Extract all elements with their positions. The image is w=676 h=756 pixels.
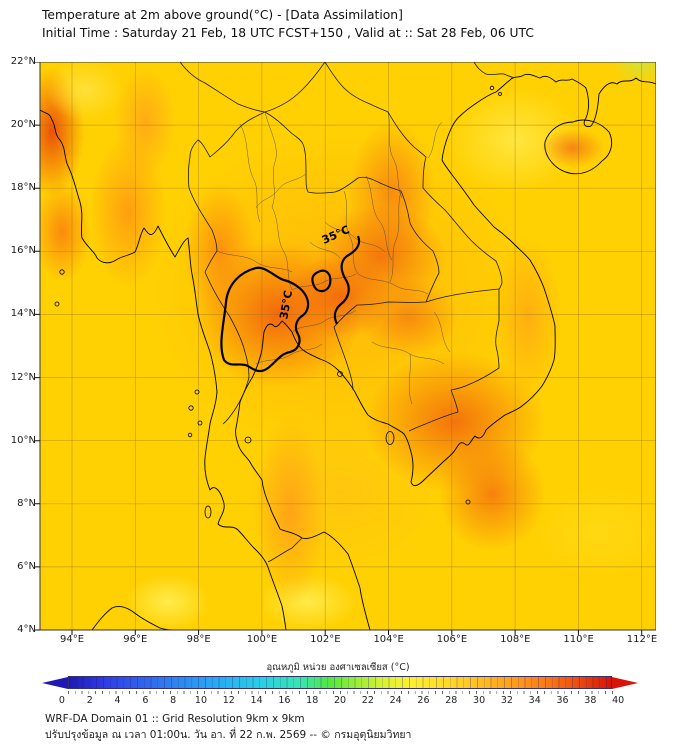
lat-tick-label: 10°N (10, 434, 36, 446)
page-title: Temperature at 2m above ground(°C) - [Da… (42, 8, 403, 22)
colorbar-tick-label: 14 (250, 695, 263, 706)
lon-tick-label: 98°E (186, 634, 211, 645)
lat-tick-label: 16°N (10, 245, 36, 257)
temperature-field-raster (40, 62, 656, 630)
colorbar-tick-label: 28 (445, 695, 458, 706)
footer-block: WRF-DA Domain 01 :: Grid Resolution 9km … (45, 711, 411, 743)
lat-axis-ticks (35, 62, 40, 631)
lon-tick-label: 104°E (373, 634, 404, 645)
lat-tick-label: 12°N (10, 371, 36, 383)
lon-tick-label: 108°E (500, 634, 531, 645)
colorbar-gradient-bar (68, 676, 612, 689)
islands-group (54, 85, 502, 519)
lat-tick-label: 8°N (17, 497, 36, 509)
province-boundaries-group (216, 111, 451, 405)
colorbar-tick-label: 38 (584, 695, 597, 706)
colorbar-tick-label: 4 (114, 695, 121, 706)
lat-tick-label: 20°N (10, 119, 36, 131)
lon-tick-label: 100°E (246, 634, 278, 645)
colorbar-tick-label: 30 (473, 695, 486, 706)
colorbar-tick-label: 34 (528, 695, 541, 706)
colorbar-tick-label: 26 (417, 695, 430, 706)
lat-tick-label: 18°N (10, 182, 36, 194)
lon-tick-label: 94°E (59, 634, 85, 645)
temperature-contours-group: 35°C 35°C (220, 223, 361, 373)
colorbar-tick-label: 16 (278, 695, 291, 706)
country-borders-group (179, 62, 515, 563)
colorbar-right-arrow (612, 676, 638, 689)
graticule-gridlines (40, 62, 656, 630)
lon-tick-label: 110°E (563, 634, 594, 645)
colorbar-tick-label: 0 (58, 695, 65, 706)
coastline-group (39, 73, 656, 631)
colorbar-tick-label: 10 (194, 695, 208, 706)
colorbar-tick-marks (68, 691, 613, 694)
colorbar-tick-label: 22 (361, 695, 374, 706)
colorbar-tick-label: 32 (500, 695, 513, 706)
lon-tick-label: 112°E (626, 634, 658, 645)
lon-tick-label: 96°E (123, 634, 148, 645)
colorbar-tick-labels: 0 2 4 6 8 10 12 14 16 18 20 22 24 26 28 30 32 34 36 38 40 (48, 695, 632, 706)
footer-update-info: ปรับปรุงข้อมูล ณ เวลา 01:00น. วัน อา. ที… (45, 729, 412, 741)
lat-tick-label: 4°N (17, 623, 36, 635)
page-subtitle: Initial Time : Saturday 21 Feb, 18 UTC F… (42, 26, 534, 40)
lon-tick-label: 106°E (436, 634, 468, 645)
colorbar-tick-label: 6 (142, 695, 149, 706)
colorbar-tick-label: 20 (333, 695, 347, 706)
lat-tick-label: 22°N (10, 56, 36, 67)
map-frame (39, 62, 656, 631)
lat-tick-label: 14°N (10, 308, 36, 320)
colorbar-tick-label: 8 (170, 695, 177, 706)
colorbar-tick-label: 24 (389, 695, 402, 706)
colorbar (42, 676, 638, 689)
footer-domain-info: WRF-DA Domain 01 :: Grid Resolution 9km … (45, 713, 305, 725)
colorbar-tick-label: 12 (222, 695, 235, 706)
lat-tick-label: 6°N (17, 560, 36, 572)
lon-tick-label: 102°E (310, 634, 341, 645)
contour-label-35c-lower: 35°C (277, 289, 295, 320)
map-overlay-svg: 35°C 35°C (35, 62, 656, 635)
colorbar-title: อุณหภูมิ หน่วย องศาเซลเซียส (°C) (266, 662, 410, 673)
latitude-axis-labels: 22°N 20°N 18°N 16°N 14°N 12°N 10°N 8°N 6°N 4°N (0, 55, 36, 637)
colorbar-tick-label: 36 (556, 695, 569, 706)
longitude-axis-labels: 94°E 96°E 98°E 100°E 102°E 104°E 106°E 108°E 110… (52, 634, 662, 645)
colorbar-left-arrow (42, 676, 68, 689)
title-block: Temperature at 2m above ground(°C) - [Da… (42, 6, 534, 42)
contour-label-35c-upper: 35°C (320, 223, 352, 247)
colorbar-tick-label: 2 (86, 695, 93, 706)
colorbar-tick-label: 40 (612, 695, 625, 706)
lon-axis-ticks (71, 630, 643, 635)
colorbar-tick-label: 18 (306, 695, 319, 706)
